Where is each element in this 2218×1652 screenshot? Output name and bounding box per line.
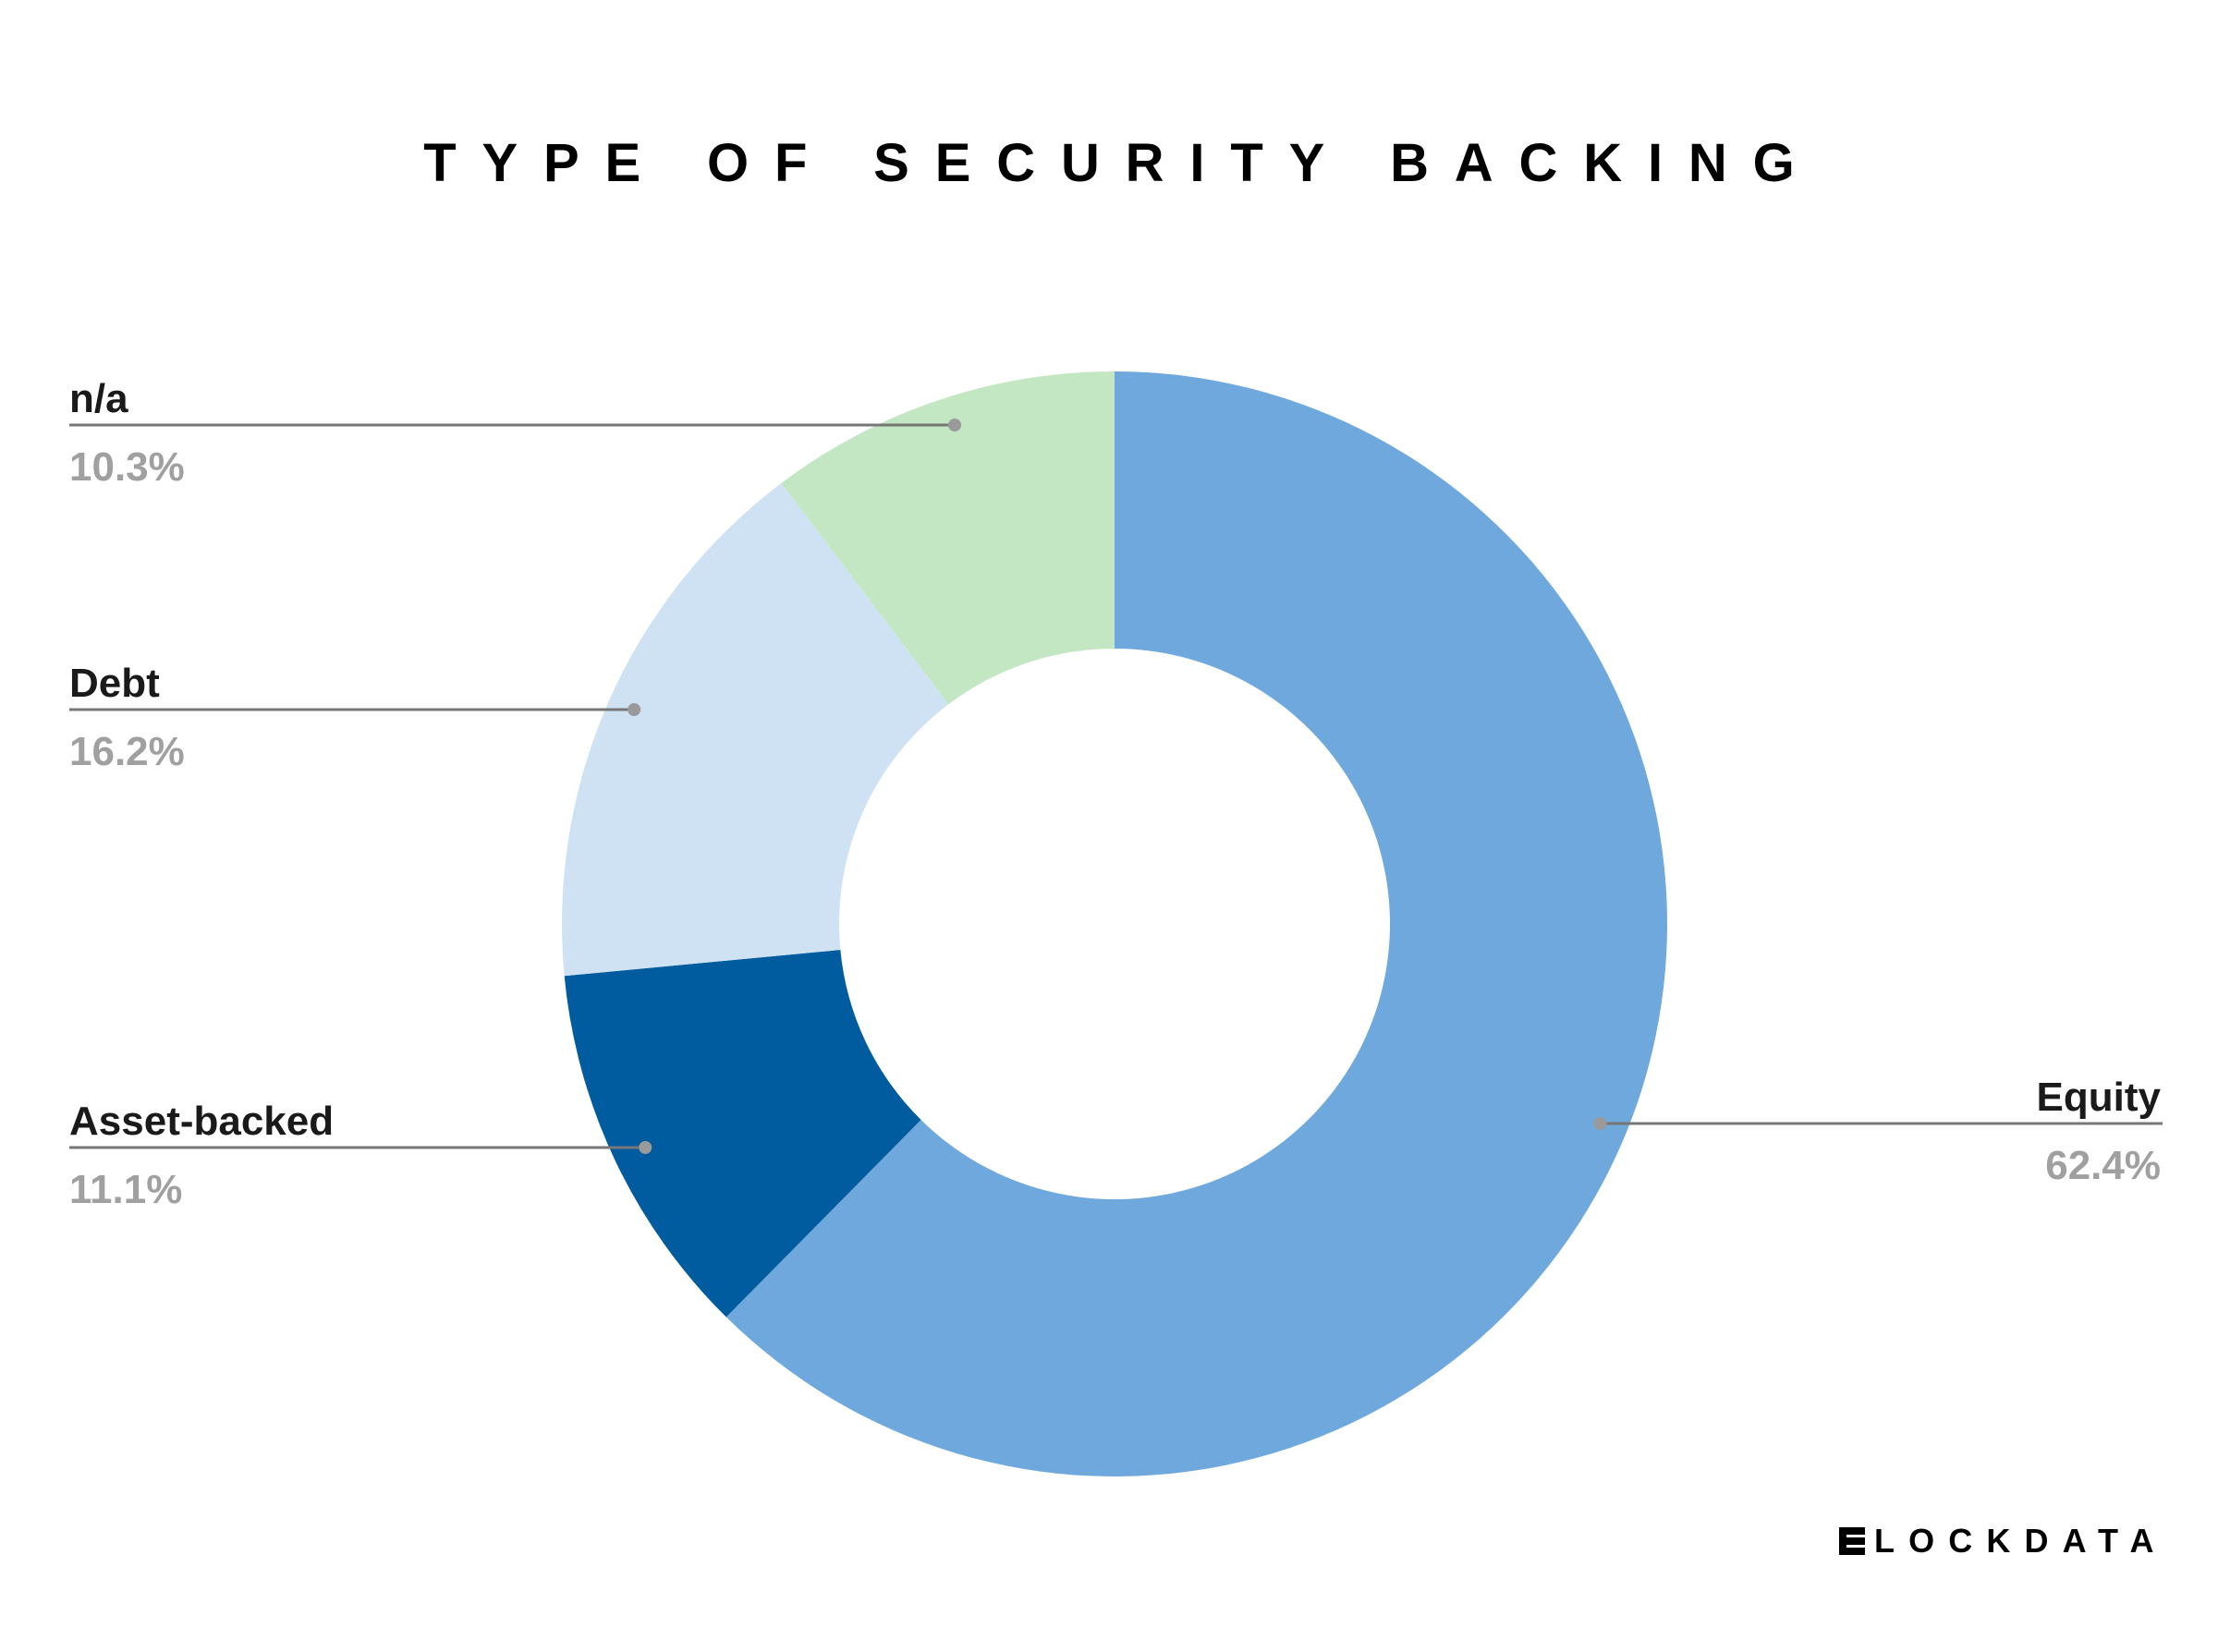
callout-labels: Equity 62.4% Asset-backed 11.1% Debt 16.2% n/a… <box>69 376 2163 1212</box>
value-label-equity: 62.4% <box>2045 1143 2161 1188</box>
leader-dot-n-a <box>948 419 962 431</box>
value-label-asset-backed: 11.1% <box>69 1167 182 1212</box>
value-label-n-a: 10.3% <box>69 444 185 490</box>
label-n-a: n/a <box>69 376 128 421</box>
chart-title: TYPE OF SECURITY BACKING <box>423 133 1821 193</box>
label-asset-backed: Asset-backed <box>69 1099 334 1144</box>
slice-equity <box>725 371 1668 1476</box>
slice-asset-backed <box>564 950 921 1318</box>
blockdata-logo: LOCKDATA <box>1839 1523 2168 1560</box>
slice-n-a <box>781 371 1115 705</box>
logo-b-icon <box>1839 1527 1865 1555</box>
leader-dot-debt <box>628 703 641 716</box>
slice-debt <box>561 482 949 977</box>
label-equity: Equity <box>2037 1075 2162 1120</box>
donut-slices <box>561 371 1668 1476</box>
leader-dot-asset-backed <box>639 1141 652 1154</box>
logo-text: LOCKDATA <box>1874 1522 2168 1560</box>
label-debt: Debt <box>69 661 160 706</box>
leader-dot-equity <box>1593 1117 1607 1130</box>
value-label-debt: 16.2% <box>69 729 185 774</box>
